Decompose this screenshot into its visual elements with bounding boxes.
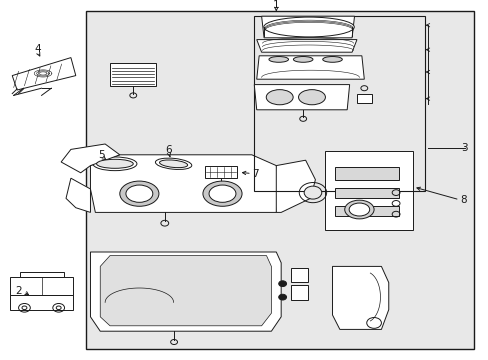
Ellipse shape: [322, 57, 342, 62]
Polygon shape: [254, 85, 349, 110]
Polygon shape: [10, 277, 73, 295]
Ellipse shape: [268, 57, 288, 62]
Polygon shape: [12, 58, 76, 90]
Bar: [254, 16, 425, 191]
Polygon shape: [332, 266, 388, 329]
Text: 7: 7: [252, 168, 259, 179]
Ellipse shape: [298, 90, 325, 105]
Polygon shape: [61, 144, 120, 173]
Ellipse shape: [159, 160, 187, 168]
Circle shape: [22, 306, 27, 310]
Ellipse shape: [93, 157, 137, 171]
Circle shape: [56, 306, 61, 310]
Ellipse shape: [203, 181, 242, 206]
Polygon shape: [276, 160, 315, 212]
Ellipse shape: [348, 203, 369, 216]
Ellipse shape: [293, 57, 312, 62]
Ellipse shape: [209, 185, 235, 202]
Text: 8: 8: [459, 195, 466, 205]
Polygon shape: [10, 295, 73, 310]
Ellipse shape: [344, 200, 373, 219]
Text: 1: 1: [272, 0, 279, 10]
Text: 2: 2: [15, 286, 22, 296]
Polygon shape: [20, 272, 63, 277]
Polygon shape: [290, 268, 307, 282]
Ellipse shape: [263, 17, 353, 37]
Text: 5: 5: [98, 150, 104, 160]
Polygon shape: [90, 252, 281, 331]
Circle shape: [304, 186, 321, 199]
Polygon shape: [205, 166, 237, 178]
Polygon shape: [110, 63, 156, 86]
Polygon shape: [100, 256, 271, 326]
Ellipse shape: [265, 90, 292, 105]
Polygon shape: [90, 155, 281, 212]
Text: 4: 4: [34, 44, 41, 54]
Polygon shape: [325, 151, 412, 230]
Circle shape: [278, 281, 286, 287]
Polygon shape: [334, 188, 398, 198]
Polygon shape: [334, 167, 398, 180]
Polygon shape: [261, 16, 354, 38]
Bar: [85, 11, 473, 349]
Polygon shape: [256, 40, 356, 52]
Text: 6: 6: [165, 145, 172, 156]
Circle shape: [278, 294, 286, 300]
Polygon shape: [66, 178, 90, 212]
Polygon shape: [290, 285, 307, 300]
Polygon shape: [334, 206, 398, 216]
Ellipse shape: [96, 159, 133, 168]
Polygon shape: [256, 56, 364, 79]
Polygon shape: [356, 94, 371, 103]
Text: 3: 3: [460, 143, 467, 153]
Ellipse shape: [155, 158, 191, 170]
Ellipse shape: [120, 181, 159, 206]
Ellipse shape: [126, 185, 153, 202]
